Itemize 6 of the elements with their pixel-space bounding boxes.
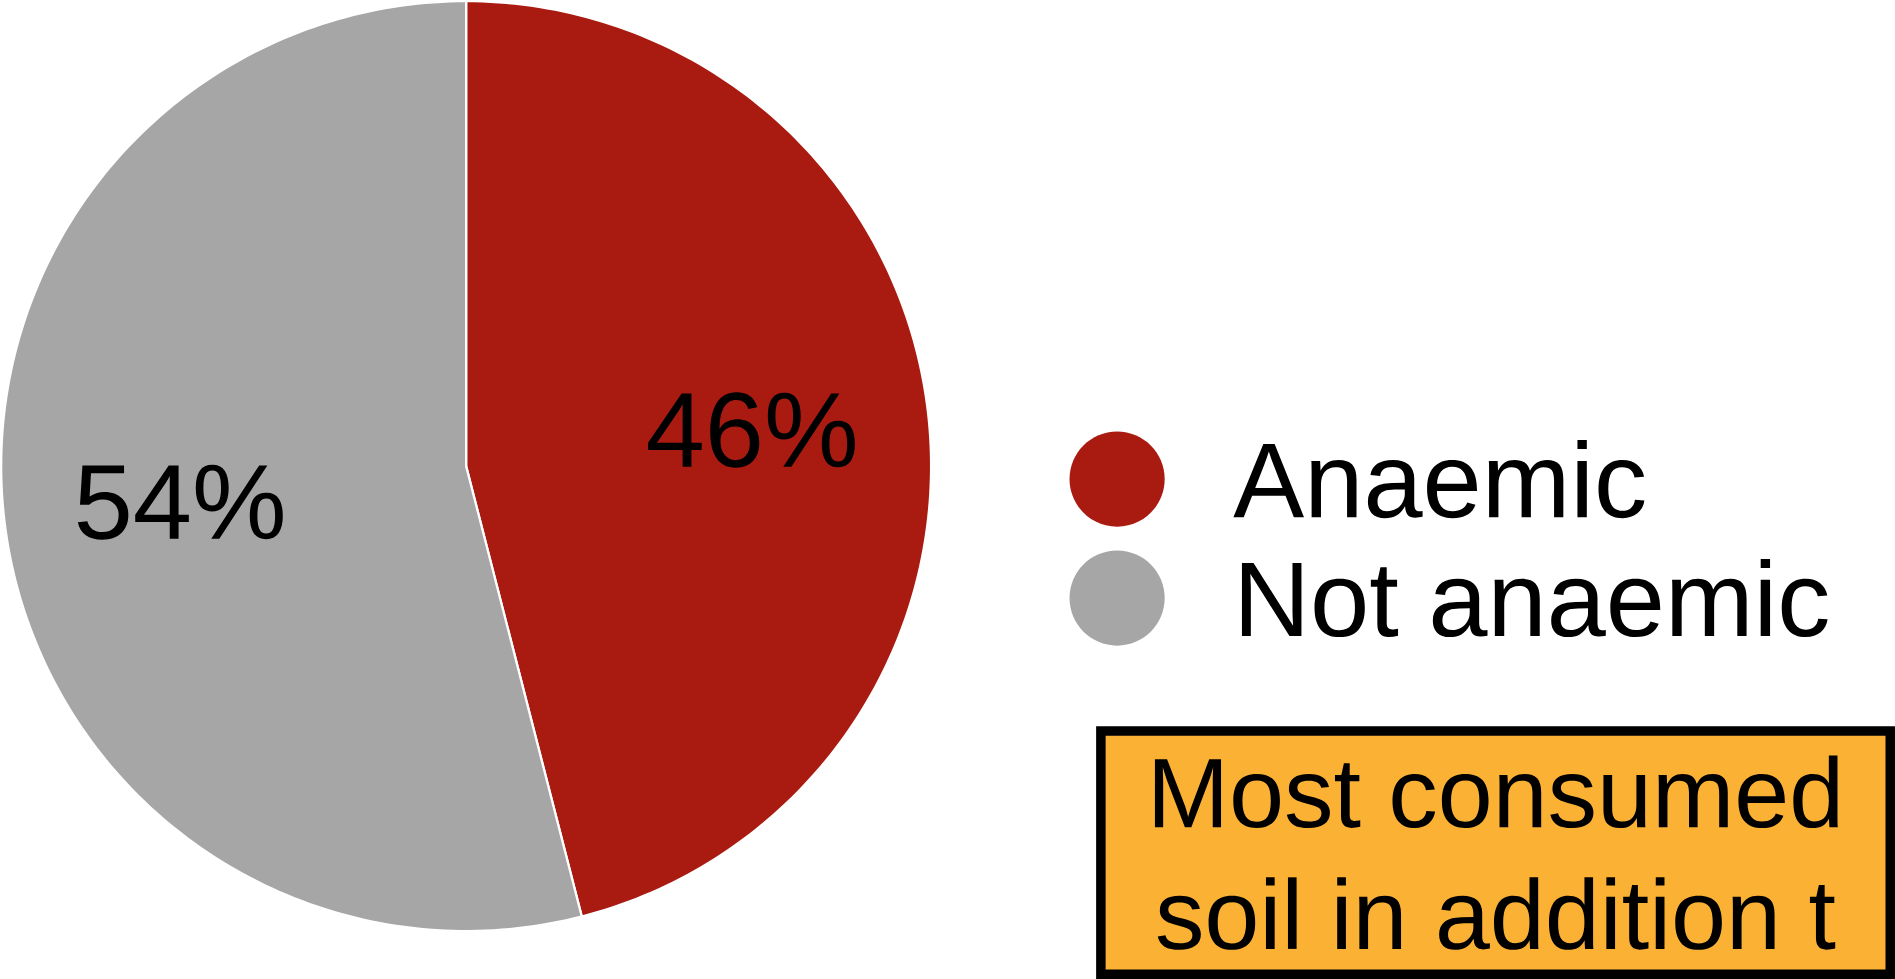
legend-label: Anaemic: [1233, 440, 1645, 519]
data-label: 46%: [648, 392, 855, 468]
data-label: 54%: [77, 464, 283, 540]
text: soil in addition t: [1157, 877, 1836, 950]
text: Most consumed: [1154, 755, 1838, 829]
legend-label: Not anaemic: [1241, 558, 1828, 638]
